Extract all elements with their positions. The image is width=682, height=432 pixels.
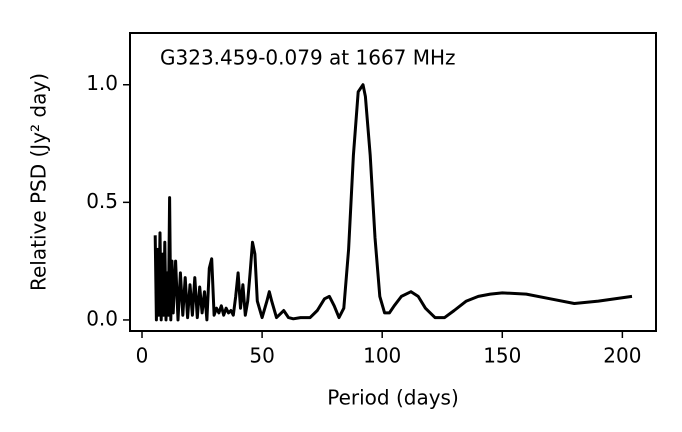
line bbox=[153, 83, 633, 322]
plot-frame bbox=[129, 32, 657, 332]
x-tick-label: 50 bbox=[249, 344, 274, 368]
y-tick-label: 0.5 bbox=[86, 189, 118, 213]
y-axis-label: Relative PSD (Jy² day) bbox=[27, 73, 51, 291]
x-tick-label: 200 bbox=[603, 344, 641, 368]
y-tick-label: 1.0 bbox=[86, 71, 118, 95]
x-tick-label: 150 bbox=[483, 344, 521, 368]
x-tick-label: 100 bbox=[363, 344, 401, 368]
annotation: G323.459-0.079 at 1667 MHz bbox=[160, 46, 456, 70]
x-tick-label: 0 bbox=[136, 344, 149, 368]
x-axis-label: Period (days) bbox=[327, 386, 459, 410]
y-tick-label: 0.0 bbox=[86, 306, 118, 330]
